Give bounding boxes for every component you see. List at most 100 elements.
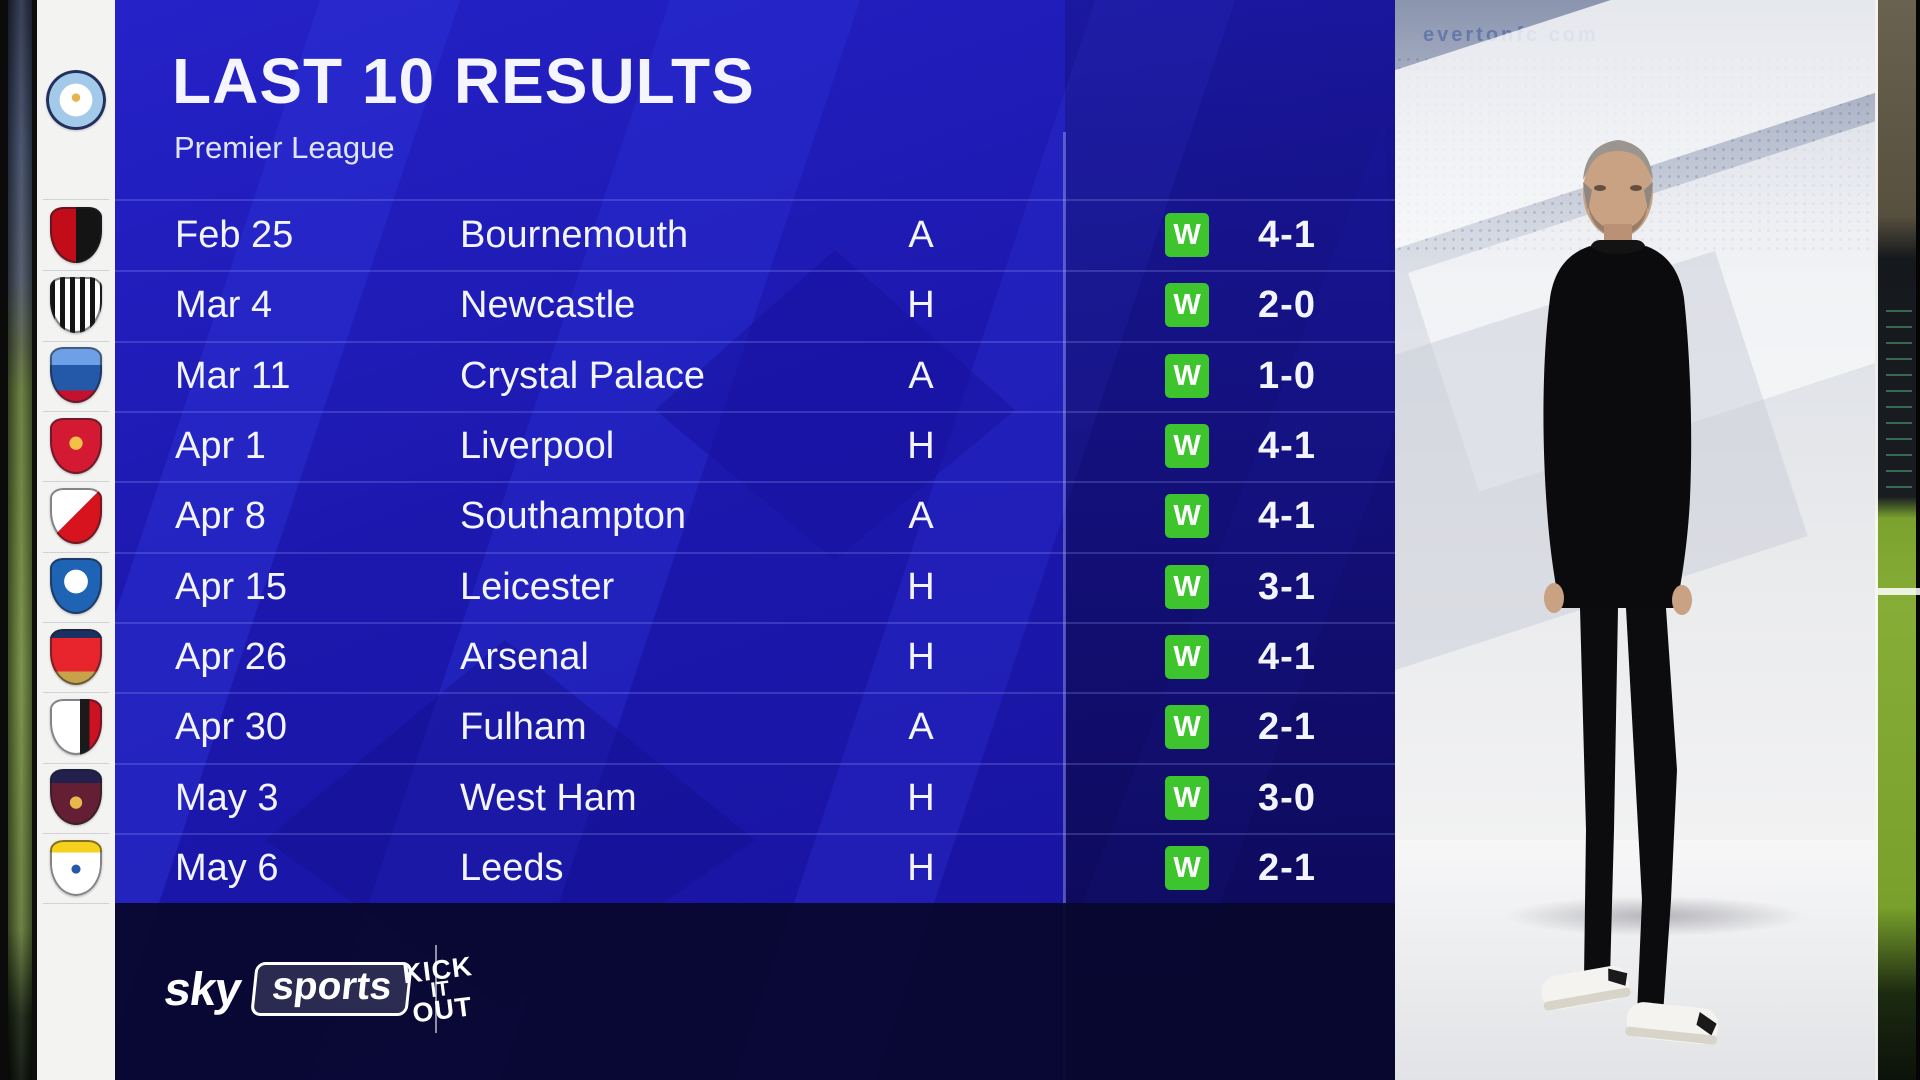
opponent-name: Leicester bbox=[460, 566, 615, 608]
manchester-city-crest-icon bbox=[46, 70, 106, 130]
match-score: 3-0 bbox=[1258, 777, 1316, 819]
west-ham-crest-icon bbox=[50, 769, 102, 825]
match-score: 4-1 bbox=[1258, 214, 1316, 256]
venue-flag: A bbox=[908, 214, 934, 256]
rail-divider bbox=[43, 692, 109, 693]
row-divider bbox=[115, 763, 1395, 765]
win-badge: W bbox=[1165, 494, 1209, 538]
match-score: 4-1 bbox=[1258, 636, 1316, 678]
win-badge: W bbox=[1165, 283, 1209, 327]
result-row: Apr 26 Arsenal H W 4-1 bbox=[115, 622, 1395, 692]
rail-divider bbox=[43, 199, 109, 200]
crest-rail bbox=[37, 0, 115, 1080]
page-subtitle: Premier League bbox=[174, 130, 395, 165]
venue-flag: A bbox=[908, 355, 934, 397]
studio-floor bbox=[1395, 840, 1875, 1080]
match-score: 4-1 bbox=[1258, 425, 1316, 467]
left-video-sliver bbox=[0, 0, 37, 1080]
win-badge: W bbox=[1165, 776, 1209, 820]
sky-sports-logo: sky sports bbox=[161, 961, 414, 1016]
rail-divider bbox=[43, 341, 109, 342]
sports-wordmark: sports bbox=[250, 961, 414, 1016]
rail-divider bbox=[43, 481, 109, 482]
page-title: LAST 10 RESULTS bbox=[172, 45, 755, 117]
win-badge: W bbox=[1165, 213, 1209, 257]
match-date: Mar 4 bbox=[175, 284, 273, 326]
leeds-crest-icon bbox=[50, 840, 102, 896]
results-panel: LAST 10 RESULTS Premier League Feb 25 Bo… bbox=[115, 0, 1395, 1080]
score-column-shade bbox=[1065, 0, 1395, 1080]
left-video-glare bbox=[8, 0, 32, 1080]
win-badge: W bbox=[1165, 635, 1209, 679]
result-row: Mar 11 Crystal Palace A W 1-0 bbox=[115, 341, 1395, 411]
match-score: 2-1 bbox=[1258, 847, 1316, 889]
win-badge: W bbox=[1165, 705, 1209, 749]
match-date: May 3 bbox=[175, 777, 279, 819]
match-score: 4-1 bbox=[1258, 495, 1316, 537]
win-badge: W bbox=[1165, 846, 1209, 890]
bournemouth-crest-icon bbox=[50, 207, 102, 263]
row-divider bbox=[115, 411, 1395, 413]
row-divider bbox=[115, 199, 1395, 201]
venue-flag: H bbox=[907, 847, 935, 889]
rail-divider bbox=[43, 903, 109, 904]
rail-divider bbox=[43, 763, 109, 764]
scoreboard-text-glow bbox=[1886, 310, 1912, 490]
southampton-crest-icon bbox=[50, 488, 102, 544]
win-badge: W bbox=[1165, 565, 1209, 609]
result-row: Apr 15 Leicester H W 3-1 bbox=[115, 552, 1395, 622]
row-divider bbox=[115, 270, 1395, 272]
result-row: Apr 8 Southampton A W 4-1 bbox=[115, 481, 1395, 551]
footer-bar: sky sports KICK IT OUT bbox=[115, 903, 1395, 1080]
rail-divider bbox=[43, 552, 109, 553]
opponent-name: West Ham bbox=[460, 777, 637, 819]
opponent-name: Southampton bbox=[460, 495, 687, 537]
venue-flag: H bbox=[907, 777, 935, 819]
opponent-name: Leeds bbox=[460, 847, 564, 889]
match-date: Apr 26 bbox=[175, 636, 287, 678]
logo-divider bbox=[435, 945, 437, 1033]
match-score: 3-1 bbox=[1258, 566, 1316, 608]
result-row: Apr 1 Liverpool H W 4-1 bbox=[115, 411, 1395, 481]
venue-flag: H bbox=[907, 425, 935, 467]
opponent-name: Arsenal bbox=[460, 636, 589, 678]
rail-divider bbox=[43, 622, 109, 623]
crystal-palace-crest-icon bbox=[50, 347, 102, 403]
match-date: Apr 1 bbox=[175, 425, 266, 467]
match-score: 1-0 bbox=[1258, 355, 1316, 397]
venue-flag: A bbox=[908, 495, 934, 537]
row-divider bbox=[115, 692, 1395, 694]
pitch-line bbox=[1878, 588, 1920, 595]
opponent-name: Crystal Palace bbox=[460, 355, 705, 397]
arsenal-crest-icon bbox=[50, 629, 102, 685]
match-score: 2-1 bbox=[1258, 706, 1316, 748]
table-vertical-divider bbox=[1063, 132, 1066, 1080]
result-row: May 3 West Ham H W 3-0 bbox=[115, 763, 1395, 833]
rail-divider bbox=[43, 833, 109, 834]
kick-it-out-line: OUT bbox=[410, 990, 474, 1029]
match-date: Apr 8 bbox=[175, 495, 266, 537]
row-divider bbox=[115, 552, 1395, 554]
row-divider bbox=[115, 622, 1395, 624]
sky-wordmark: sky bbox=[161, 962, 245, 1015]
match-score: 2-0 bbox=[1258, 284, 1316, 326]
rail-divider bbox=[43, 270, 109, 271]
win-badge: W bbox=[1165, 424, 1209, 468]
venue-flag: H bbox=[907, 566, 935, 608]
row-divider bbox=[115, 833, 1395, 835]
result-row: Feb 25 Bournemouth A W 4-1 bbox=[115, 200, 1395, 270]
match-date: Mar 11 bbox=[175, 355, 291, 397]
match-date: May 6 bbox=[175, 847, 279, 889]
leicester-crest-icon bbox=[50, 558, 102, 614]
rail-divider bbox=[43, 411, 109, 412]
win-badge: W bbox=[1165, 354, 1209, 398]
match-date: Feb 25 bbox=[175, 214, 294, 256]
venue-flag: H bbox=[907, 636, 935, 678]
match-date: Apr 30 bbox=[175, 706, 287, 748]
row-divider bbox=[115, 341, 1395, 343]
row-divider bbox=[115, 481, 1395, 483]
match-date: Apr 15 bbox=[175, 566, 287, 608]
fulham-crest-icon bbox=[50, 699, 102, 755]
opponent-name: Fulham bbox=[460, 706, 587, 748]
